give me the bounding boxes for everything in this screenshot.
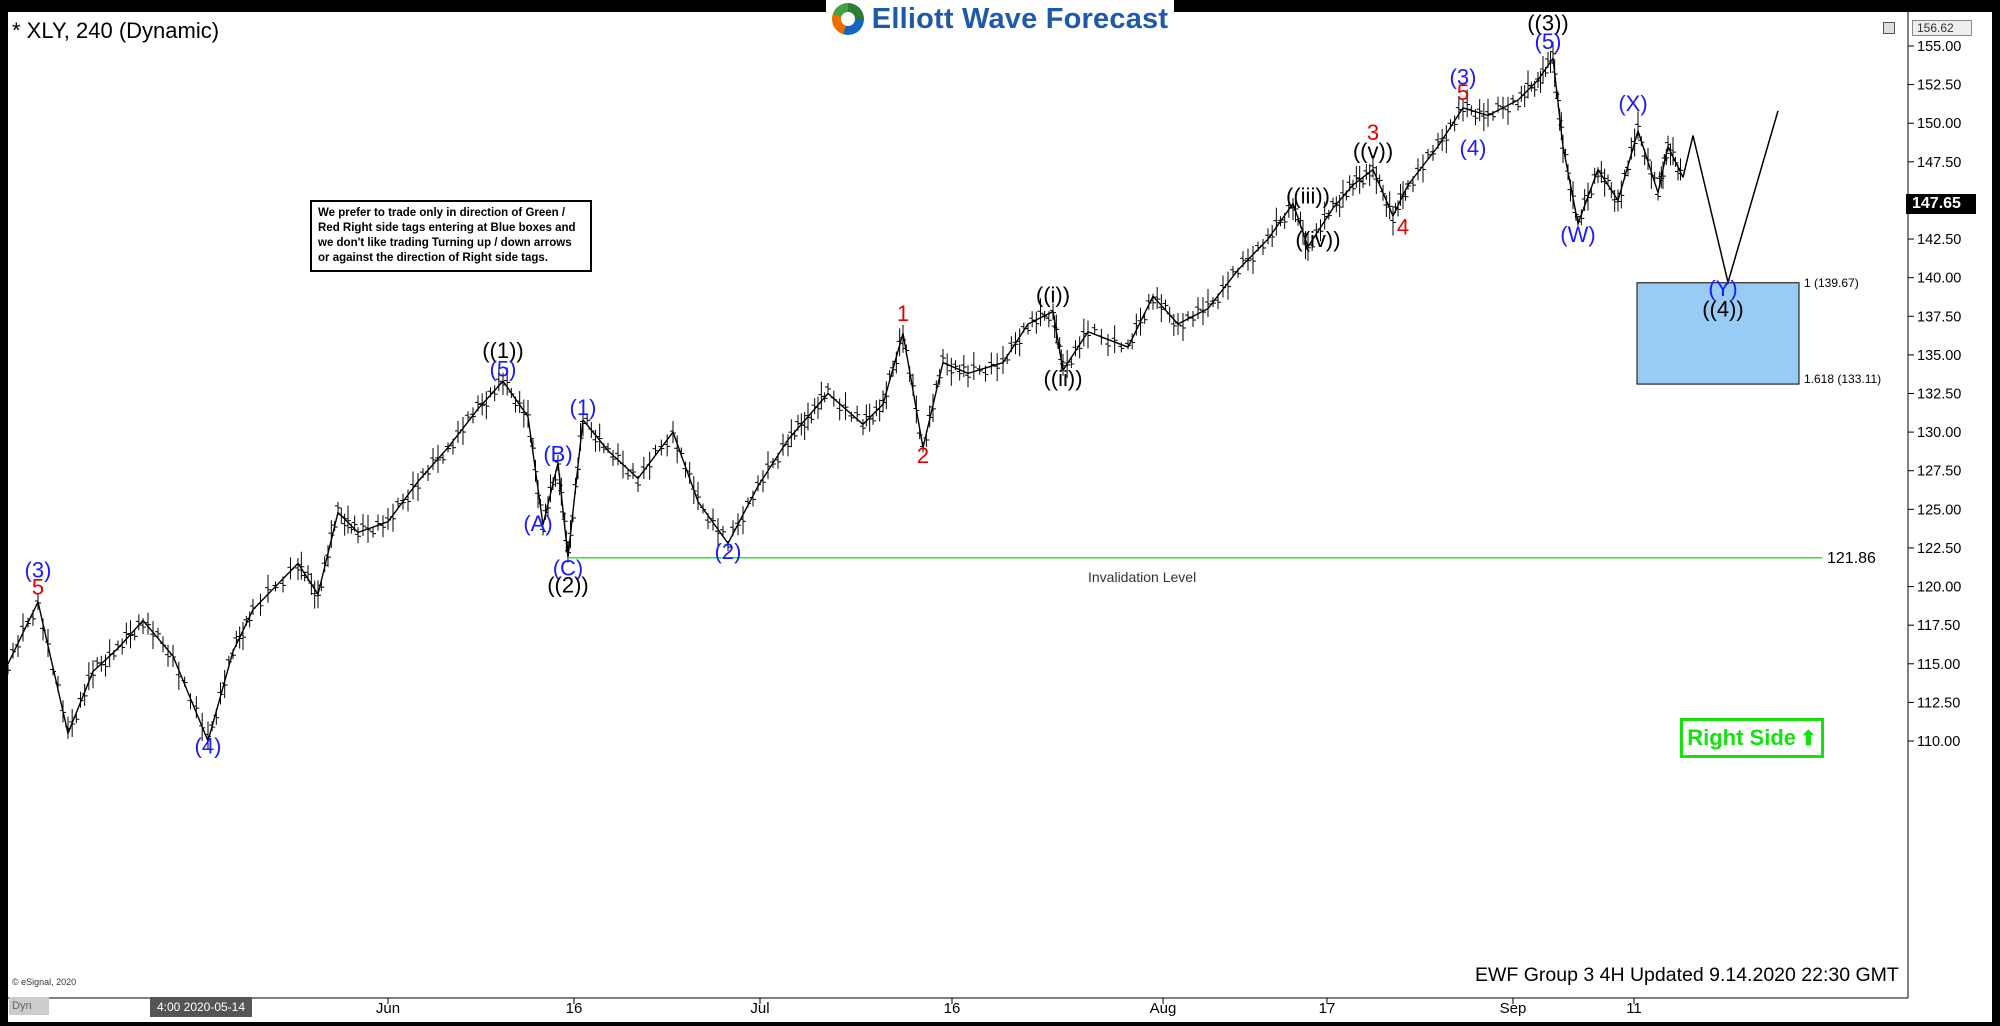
wave-label: (Y): [1708, 276, 1737, 301]
y-tick-label: 115.00: [1917, 657, 1960, 673]
wave-label: ((3)): [1527, 11, 1569, 36]
wave-label: 5: [32, 574, 44, 599]
x-tick-label: Jun: [376, 1000, 400, 1017]
y-tick-label: 147.50: [1917, 155, 1961, 171]
wave-label: (4): [195, 733, 222, 758]
price-axis-area: [1908, 12, 1992, 998]
x-tick-label: 16: [566, 1000, 583, 1017]
wave-label: (4): [1460, 136, 1487, 161]
wave-label: ((1)): [482, 338, 524, 363]
logo-icon: [831, 3, 864, 35]
wave-label: 5: [1457, 80, 1469, 105]
wave-label: (3): [1450, 65, 1477, 90]
y-tick-label: 135.00: [1917, 348, 1961, 364]
top-price-label: 156.62: [1912, 20, 1972, 36]
plot-area: [8, 12, 1908, 998]
y-tick-label: 152.50: [1917, 78, 1961, 94]
crosshair-time-tag: 4:00 2020-05-14: [150, 997, 252, 1017]
wave-label: ((i)): [1036, 282, 1070, 307]
dyn-tag: Dyn: [9, 997, 49, 1015]
x-tick-label: 17: [1319, 1000, 1336, 1017]
wave-label: 3: [1367, 120, 1379, 145]
blue-target-box: [1636, 282, 1800, 385]
x-tick-label: 11: [1626, 1000, 1642, 1017]
brand-logo: Elliott Wave Forecast: [826, 0, 1174, 38]
wave-label: ((v)): [1353, 139, 1393, 164]
wave-label: (W): [1560, 222, 1595, 247]
x-tick-label: 16: [944, 1000, 961, 1017]
wave-label: (A): [523, 511, 552, 536]
chart-title: * XLY, 240 (Dynamic): [12, 18, 220, 43]
update-footer: EWF Group 3 4H Updated 9.14.2020 22:30 G…: [1475, 964, 1899, 986]
y-tick-label: 140.00: [1917, 271, 1961, 287]
wave-label: (5): [1535, 29, 1562, 54]
wave-label: ((2)): [547, 573, 589, 598]
wave-label: ((4)): [1702, 296, 1744, 321]
up-arrow-icon: ⬆: [1800, 727, 1817, 750]
y-tick-label: 150.00: [1917, 116, 1961, 132]
wave-label: ((iii)): [1286, 184, 1330, 209]
current-price-tag: 147.65: [1906, 194, 1976, 214]
y-tick-label: 130.00: [1917, 425, 1961, 441]
x-tick-label: Aug: [1150, 1000, 1177, 1017]
box-bottom-label: 1.618 (133.11): [1804, 372, 1881, 386]
window-restore-icon[interactable]: [1883, 22, 1895, 34]
y-tick-label: 117.50: [1917, 618, 1960, 634]
wave-label: (2): [715, 539, 742, 564]
y-tick-label: 132.50: [1917, 387, 1961, 403]
wave-label: (5): [490, 357, 517, 382]
invalidation-text: Invalidation Level: [1088, 569, 1196, 585]
wave-label: ((ii)): [1043, 366, 1082, 391]
logo-text: Elliott Wave Forecast: [871, 2, 1169, 35]
wave-label: (3): [25, 557, 52, 582]
wave-label: (1): [570, 395, 597, 420]
wave-label: 4: [1397, 214, 1409, 239]
copyright: © eSignal, 2020: [12, 977, 77, 987]
wave-label: (C): [553, 556, 584, 581]
box-top-label: 1 (139.67): [1804, 276, 1859, 290]
y-tick-label: 112.50: [1917, 695, 1960, 711]
wave-label: (X): [1618, 91, 1647, 116]
wave-label: 1: [897, 301, 909, 326]
time-axis-area: [8, 998, 1992, 1022]
y-tick-label: 125.00: [1917, 502, 1961, 518]
y-tick-label: 142.50: [1917, 232, 1961, 248]
y-tick-label: 155.00: [1917, 39, 1961, 55]
x-tick-label: Jul: [750, 1000, 769, 1017]
y-tick-label: 127.50: [1917, 464, 1961, 480]
y-tick-label: 122.50: [1917, 541, 1961, 557]
x-tick-label: Sep: [1500, 1000, 1527, 1017]
wave-label: (B): [543, 441, 572, 466]
y-tick-label: 120.00: [1917, 580, 1961, 596]
right-side-tag: Right Side ⬆: [1680, 718, 1824, 758]
wave-label: ((iv)): [1295, 227, 1340, 252]
trading-note: We prefer to trade only in direction of …: [310, 200, 592, 272]
y-tick-label: 110.00: [1917, 734, 1960, 750]
invalidation-value: 121.86: [1827, 550, 1876, 567]
y-tick-label: 137.50: [1917, 309, 1961, 325]
right-side-label: Right Side: [1687, 725, 1796, 750]
projection-path: [1682, 110, 1779, 286]
wave-label: 2: [917, 443, 929, 468]
